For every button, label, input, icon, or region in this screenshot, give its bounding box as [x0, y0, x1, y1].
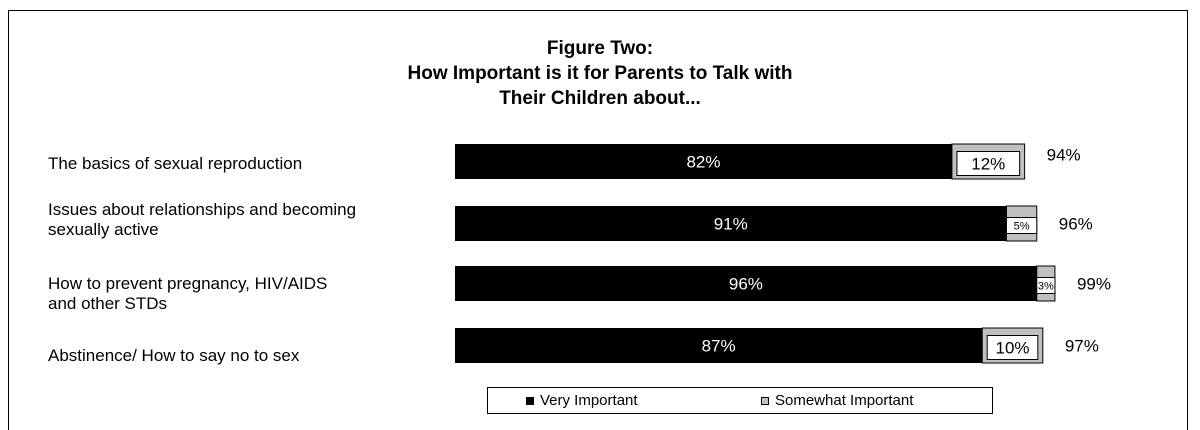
bar-very-important-2: [455, 206, 1007, 241]
legend: Very Important Somewhat Important: [487, 387, 993, 414]
label-somewhat-important-3: 3%: [1038, 280, 1054, 292]
total-label-2: 96%: [1059, 215, 1093, 234]
bar-very-important-1: [455, 144, 952, 179]
total-label-3: 99%: [1077, 275, 1111, 294]
bar-very-important-3: [455, 266, 1037, 301]
legend-swatch-very-important: [526, 396, 534, 405]
category-label-1: The basics of sexual reproduction: [48, 154, 303, 173]
title-line-2: How Important is it for Parents to Talk …: [407, 63, 793, 84]
label-very-important-4: 87%: [702, 337, 736, 356]
legend-item-very-important: Very Important: [526, 392, 638, 409]
label-somewhat-important-4: 10%: [996, 339, 1030, 358]
category-label-4: Abstinence/ How to say no to sex: [48, 346, 300, 365]
title-line-1: Figure Two:: [546, 38, 654, 59]
legend-swatch-somewhat-important: [761, 396, 769, 405]
category-label-2: Issues about relationships and becoming …: [48, 200, 357, 239]
label-very-important-1: 82%: [686, 153, 720, 172]
label-box-somewhat-important-1: [956, 151, 1021, 176]
total-label-1: 94%: [1047, 146, 1081, 165]
label-box-somewhat-important-2: [1005, 217, 1038, 234]
total-label-4: 97%: [1065, 337, 1099, 356]
bar-very-important-4: [455, 328, 983, 363]
category-label-3: How to prevent pregnancy, HIV/AIDS and o…: [48, 274, 328, 313]
label-somewhat-important-2: 5%: [1014, 220, 1030, 232]
label-somewhat-important-1: 12%: [971, 155, 1005, 174]
label-very-important-3: 96%: [729, 275, 763, 294]
title-line-3: Their Children about...: [499, 88, 701, 109]
label-box-somewhat-important-3: [1036, 277, 1056, 294]
chart-title: Figure Two: How Important is it for Pare…: [0, 36, 1200, 111]
label-box-somewhat-important-4: [986, 335, 1039, 360]
legend-item-somewhat-important: Somewhat Important: [761, 392, 913, 409]
label-very-important-2: 91%: [714, 215, 748, 234]
